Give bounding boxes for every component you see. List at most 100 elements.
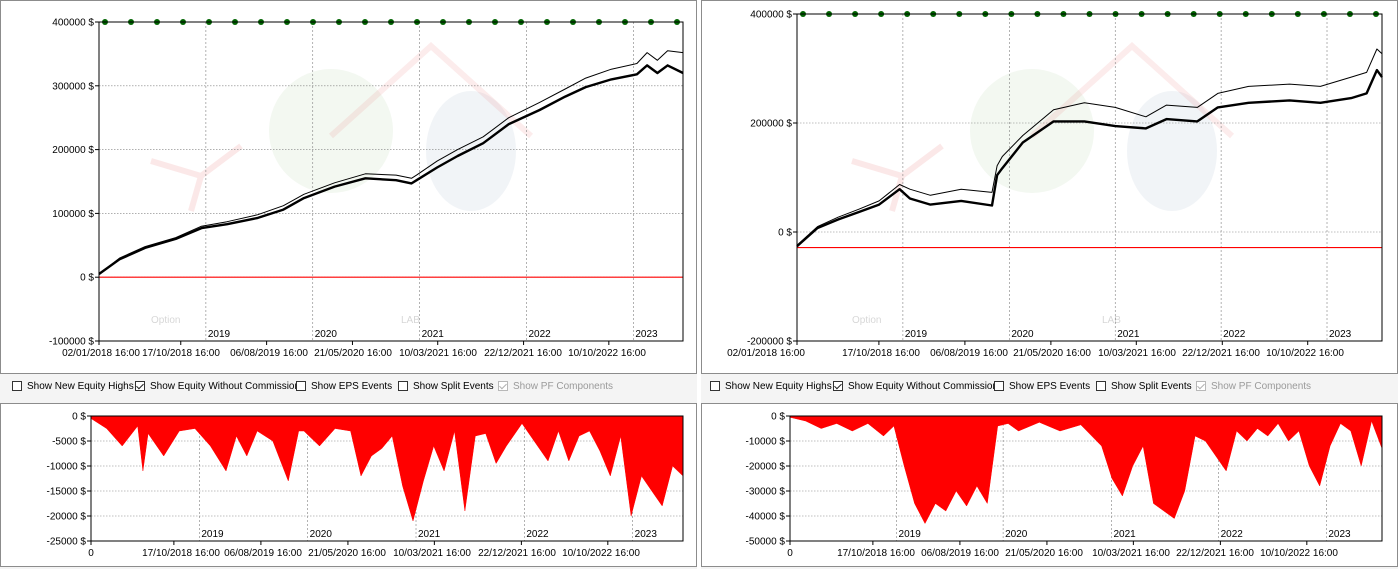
year-label: 2023 (635, 529, 658, 540)
checkbox-box[interactable] (135, 381, 145, 391)
show-equity-without-commissions-checkbox[interactable]: Show Equity Without Commissions (135, 379, 305, 393)
y-tick-label: 300000 $ (52, 81, 94, 92)
x-tick-label: 10/10/2022 16:00 (562, 548, 640, 559)
right-drawdown-svg: 0 $ -10000 $ -20000 $ -30000 $ -40000 $ -5000… (746, 412, 1383, 559)
watermark-beaker-icon (426, 91, 516, 211)
left-equity-svg: Option LAB 400000 $ 300000 $ 200000 $ 10000… (49, 18, 684, 359)
y-tick-label: -200000 $ (747, 337, 792, 348)
year-label: 2019 (905, 329, 928, 340)
equity-line (98, 64, 684, 275)
year-label: 2020 (1005, 529, 1028, 540)
year-label: 2021 (1113, 529, 1136, 540)
checkbox-label: Show Equity Without Commissions (848, 380, 1004, 392)
x-tick-label: 22/12/2021 16:00 (1182, 348, 1260, 359)
checkbox-label: Show New Equity Highs (27, 380, 134, 392)
watermark: Option LAB (150, 41, 534, 326)
right-equity-svg: Option LAB 400000 $ 200000 $ 0 $ -200000 $ 2… (727, 10, 1383, 359)
checkbox-box[interactable] (398, 381, 408, 391)
watermark-molecule-icon (851, 143, 944, 212)
checkbox-label: Show Split Events (413, 380, 494, 392)
watermark-text-option: Option (852, 315, 881, 326)
watermark-flask-icon (970, 69, 1094, 193)
checkbox-label: Show EPS Events (1009, 380, 1091, 392)
y-tick-label: -10000 $ (746, 437, 786, 448)
checkbox-box (1196, 381, 1206, 391)
right-equity-chart: Option LAB 400000 $ 200000 $ 0 $ -200000 $ 2… (701, 0, 1398, 374)
x-tick-label: 0 (88, 548, 94, 559)
year-label: 2022 (528, 329, 551, 340)
checkbox-box[interactable] (1096, 381, 1106, 391)
x-tick-label: 10/03/2021 16:00 (1098, 348, 1176, 359)
left-drawdown-plot: 0 $ -5000 $ -10000 $ -15000 $ -20000 $ -25000… (47, 412, 684, 559)
year-label: 2021 (418, 529, 441, 540)
checkbox-box[interactable] (12, 381, 22, 391)
show-eps-events-checkbox[interactable]: Show EPS Events (296, 379, 392, 393)
y-tick-label: 200000 $ (52, 145, 94, 156)
checkbox-label: Show EPS Events (311, 380, 393, 392)
show-split-events-checkbox[interactable]: Show Split Events (398, 379, 494, 393)
checkbox-label: Show New Equity Highs (725, 380, 832, 392)
checkbox-label: Show PF Components (513, 380, 614, 392)
year-label: 2022 (526, 529, 549, 540)
right-toolbar: Show New Equity Highs Show Equity Withou… (701, 376, 1398, 396)
right-drawdown-plot: 0 $ -10000 $ -20000 $ -30000 $ -40000 $ -5000… (746, 412, 1383, 559)
x-tick-label: 17/10/2018 16:00 (842, 348, 920, 359)
checkbox-box[interactable] (833, 381, 843, 391)
y-tick-label: -30000 $ (746, 487, 786, 498)
plot-frame (98, 21, 684, 342)
checkbox-box[interactable] (994, 381, 1004, 391)
show-eps-events-checkbox[interactable]: Show EPS Events (994, 379, 1090, 393)
equity-without-commissions-line (796, 48, 1383, 246)
watermark-text-lab: LAB (401, 315, 420, 326)
y-tick-label: 100000 $ (52, 209, 94, 220)
plot-frame (789, 415, 1383, 542)
x-tick-label: 10/03/2021 16:00 (1092, 548, 1170, 559)
year-label: 2023 (1329, 329, 1352, 340)
x-tick-label: 21/05/2020 16:00 (1005, 548, 1083, 559)
left-drawdown-svg: 0 $ -5000 $ -10000 $ -15000 $ -20000 $ -25000… (47, 412, 684, 559)
year-label: 2023 (635, 329, 658, 340)
y-tick-label: -50000 $ (746, 537, 786, 548)
y-tick-label: -5000 $ (52, 437, 86, 448)
year-label: 2021 (422, 329, 445, 340)
x-tick-label: 10/10/2022 16:00 (1260, 548, 1338, 559)
x-tick-label: 21/05/2020 16:00 (1013, 348, 1091, 359)
x-tick-label: 06/08/2019 16:00 (230, 348, 308, 359)
x-tick-label: 22/12/2021 16:00 (1176, 548, 1254, 559)
show-equity-without-commissions-checkbox[interactable]: Show Equity Without Commissions (833, 379, 1003, 393)
x-tick-label: 06/08/2019 16:00 (930, 348, 1008, 359)
y-tick-label: 0 $ (778, 228, 792, 239)
left-equity-plot: 400000 $ 300000 $ 200000 $ 100000 $ 0 $ -1000… (49, 18, 684, 359)
y-tick-label: -25000 $ (47, 537, 87, 548)
right-panel: Option LAB 400000 $ 200000 $ 0 $ -200000 $ 2… (701, 0, 1398, 569)
equity-without-commissions-line (98, 50, 684, 275)
x-tick-label: 21/05/2020 16:00 (308, 548, 386, 559)
right-drawdown-chart: 0 $ -10000 $ -20000 $ -30000 $ -40000 $ -5000… (701, 403, 1398, 567)
show-split-events-checkbox[interactable]: Show Split Events (1096, 379, 1192, 393)
x-tick-label: 10/10/2022 16:00 (568, 348, 646, 359)
y-tick-label: -100000 $ (49, 337, 94, 348)
left-drawdown-chart: 0 $ -5000 $ -10000 $ -15000 $ -20000 $ -25000… (0, 403, 697, 567)
show-new-equity-highs-checkbox[interactable]: Show New Equity Highs (12, 379, 134, 393)
left-equity-chart: Option LAB 400000 $ 300000 $ 200000 $ 10000… (0, 0, 697, 374)
x-tick-label: 06/08/2019 16:00 (921, 548, 999, 559)
x-tick-label: 17/10/2018 16:00 (142, 348, 220, 359)
x-tick-label: 02/01/2018 16:00 (727, 348, 805, 359)
checkbox-box[interactable] (710, 381, 720, 391)
watermark-text-option: Option (151, 315, 180, 326)
show-new-equity-highs-checkbox[interactable]: Show New Equity Highs (710, 379, 832, 393)
x-tick-label: 06/08/2019 16:00 (224, 548, 302, 559)
y-tick-label: 0 $ (771, 412, 785, 423)
year-label: 2021 (1117, 329, 1140, 340)
checkbox-label: Show Split Events (1111, 380, 1192, 392)
x-tick-label: 0 (787, 548, 793, 559)
drawdown-area (789, 415, 1383, 525)
x-tick-label: 17/10/2018 16:00 (837, 548, 915, 559)
show-pf-components-checkbox: Show PF Components (1196, 379, 1311, 393)
checkbox-box[interactable] (296, 381, 306, 391)
checkbox-label: Show PF Components (1211, 380, 1312, 392)
x-tick-label: 21/05/2020 16:00 (314, 348, 392, 359)
plot-frame (90, 415, 684, 542)
watermark: Option LAB (851, 41, 1235, 326)
x-tick-label: 02/01/2018 16:00 (62, 348, 140, 359)
